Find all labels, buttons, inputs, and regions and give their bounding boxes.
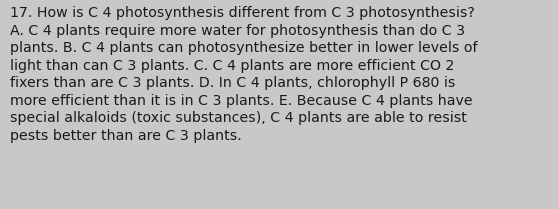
Text: 17. How is C 4 photosynthesis different from C 3 photosynthesis?
A. C 4 plants r: 17. How is C 4 photosynthesis different … xyxy=(10,6,478,143)
